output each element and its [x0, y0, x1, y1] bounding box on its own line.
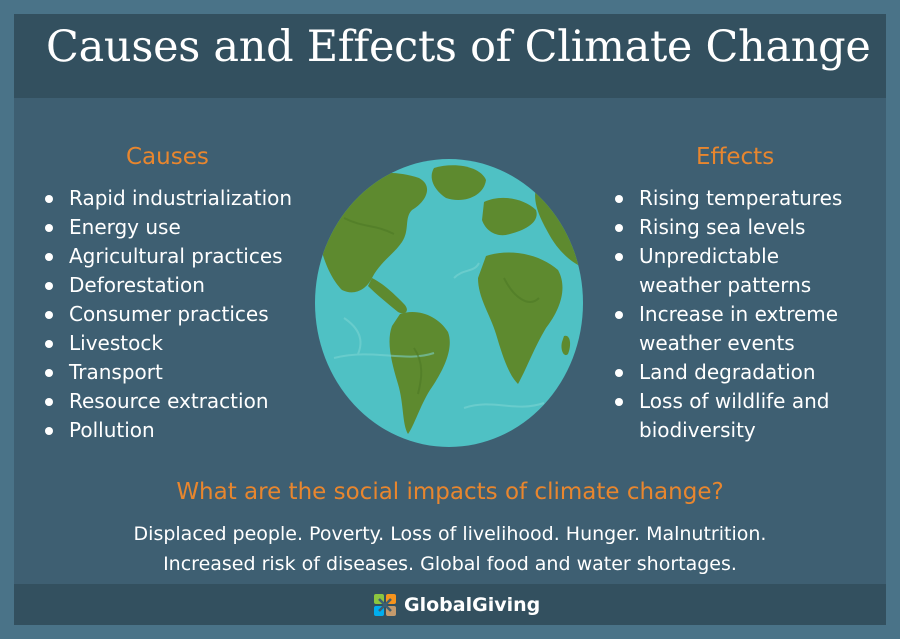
- effects-list: Rising temperatures Rising sea levels Un…: [612, 184, 842, 445]
- list-item: Increase in extreme: [612, 300, 842, 329]
- list-item: Loss of wildlife and: [612, 387, 842, 416]
- list-item: Transport: [42, 358, 292, 387]
- list-item: Pollution: [42, 416, 292, 445]
- list-item: weather events: [639, 331, 795, 355]
- social-impacts-line: Increased risk of diseases. Global food …: [163, 553, 737, 575]
- list-item: weather patterns: [639, 273, 812, 297]
- infographic-panel: Causes and Effects of Climate Change Cau…: [14, 14, 886, 625]
- list-item: Consumer practices: [42, 300, 292, 329]
- social-impacts-line: Displaced people. Poverty. Loss of livel…: [133, 523, 767, 545]
- list-item: Rising sea levels: [612, 213, 842, 242]
- list-item: Resource extraction: [42, 387, 292, 416]
- social-impacts-text: Displaced people. Poverty. Loss of livel…: [14, 519, 886, 579]
- globalgiving-logo-icon: [374, 594, 396, 616]
- list-item: Deforestation: [42, 271, 292, 300]
- causes-heading: Causes: [126, 144, 209, 170]
- list-item: Livestock: [42, 329, 292, 358]
- effects-heading: Effects: [696, 144, 775, 170]
- list-item: Land degradation: [612, 358, 842, 387]
- page-title: Causes and Effects of Climate Change: [46, 22, 871, 72]
- list-item: Rapid industrialization: [42, 184, 292, 213]
- list-item: Agricultural practices: [42, 242, 292, 271]
- earth-globe-icon: [315, 159, 583, 447]
- globalgiving-logo: GlobalGiving: [372, 592, 540, 618]
- globalgiving-logo-text: GlobalGiving: [404, 594, 541, 616]
- list-item: Unpredictable: [612, 242, 842, 271]
- social-impacts-heading: What are the social impacts of climate c…: [176, 479, 724, 505]
- title-bar: Causes and Effects of Climate Change: [14, 14, 886, 98]
- list-item: Rising temperatures: [612, 184, 842, 213]
- footer-bar: GlobalGiving: [14, 584, 886, 625]
- list-item: Energy use: [42, 213, 292, 242]
- list-item: biodiversity: [639, 418, 756, 442]
- causes-list: Rapid industrialization Energy use Agric…: [42, 184, 292, 445]
